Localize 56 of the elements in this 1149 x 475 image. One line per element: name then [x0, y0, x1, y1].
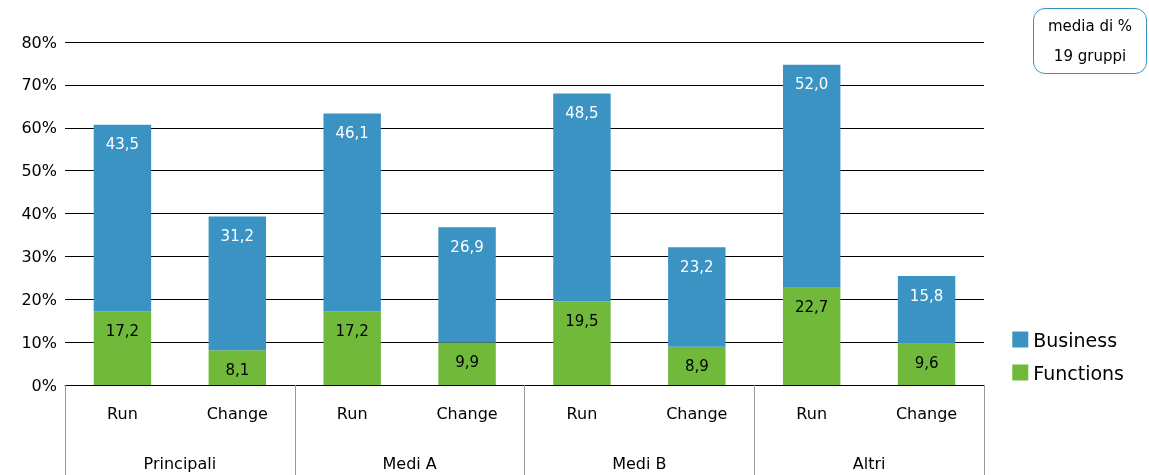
- bar: [668, 346, 726, 385]
- data-label: 9,9: [455, 353, 479, 372]
- x-tick-label: Change: [206, 403, 268, 423]
- bar: [438, 227, 496, 343]
- data-label: 8,1: [225, 360, 250, 379]
- bar: [438, 342, 496, 385]
- y-tick-label: 10%: [21, 332, 57, 352]
- text: Medi A: [382, 453, 437, 473]
- text: Altri: [852, 453, 886, 473]
- bar: [93, 124, 152, 312]
- bar: [553, 93, 611, 302]
- bar: [668, 247, 726, 347]
- note-box: media di % 19 gruppi: [1033, 8, 1147, 74]
- data-label: 52,0: [794, 75, 829, 94]
- bar: [897, 343, 956, 385]
- x-tick-label: Run: [107, 403, 138, 423]
- text: Principali: [143, 453, 217, 473]
- x-tick-label: Run: [796, 403, 828, 423]
- data-label: 48,5: [565, 103, 599, 122]
- x-tick-label: Run: [336, 403, 368, 423]
- data-label: 46,1: [335, 124, 369, 143]
- data-label: 23,2: [680, 257, 714, 276]
- legend-label: Functions: [1033, 361, 1124, 384]
- y-tick-label: 60%: [21, 118, 57, 138]
- bar: [782, 64, 841, 288]
- y-tick-label: 80%: [21, 32, 57, 52]
- y-tick-label: 0%: [31, 375, 57, 395]
- legend-label: Business: [1033, 328, 1118, 351]
- bar: [208, 350, 267, 385]
- y-tick-label: 50%: [21, 161, 57, 181]
- x-tick-label: Run: [566, 403, 598, 423]
- text: Medi B: [612, 453, 667, 473]
- bar: [897, 276, 956, 344]
- data-label: 15,8: [909, 286, 944, 305]
- bar: [208, 216, 267, 351]
- x-tick-label: Change: [666, 403, 728, 423]
- data-label: 17,2: [335, 321, 369, 340]
- y-tick-label: 70%: [21, 75, 57, 95]
- x-tick-label: Change: [436, 403, 498, 423]
- data-label: 9,6: [914, 354, 939, 373]
- data-label: 43,5: [105, 135, 140, 154]
- data-label: 8,9: [684, 357, 709, 376]
- y-tick-label: 20%: [21, 289, 57, 309]
- bar: [323, 311, 381, 385]
- bar: [323, 113, 381, 312]
- data-label: 19,5: [565, 311, 599, 330]
- data-label: 22,7: [794, 298, 829, 317]
- data-label: 26,9: [450, 237, 484, 256]
- bar: [782, 287, 841, 385]
- data-label: 31,2: [220, 227, 255, 245]
- y-tick-label: 30%: [21, 246, 57, 266]
- x-tick-label: Change: [895, 403, 958, 423]
- bar: [93, 311, 152, 385]
- y-tick-label: 40%: [21, 204, 57, 223]
- bar: [553, 301, 611, 385]
- data-label: 17,2: [105, 321, 140, 340]
